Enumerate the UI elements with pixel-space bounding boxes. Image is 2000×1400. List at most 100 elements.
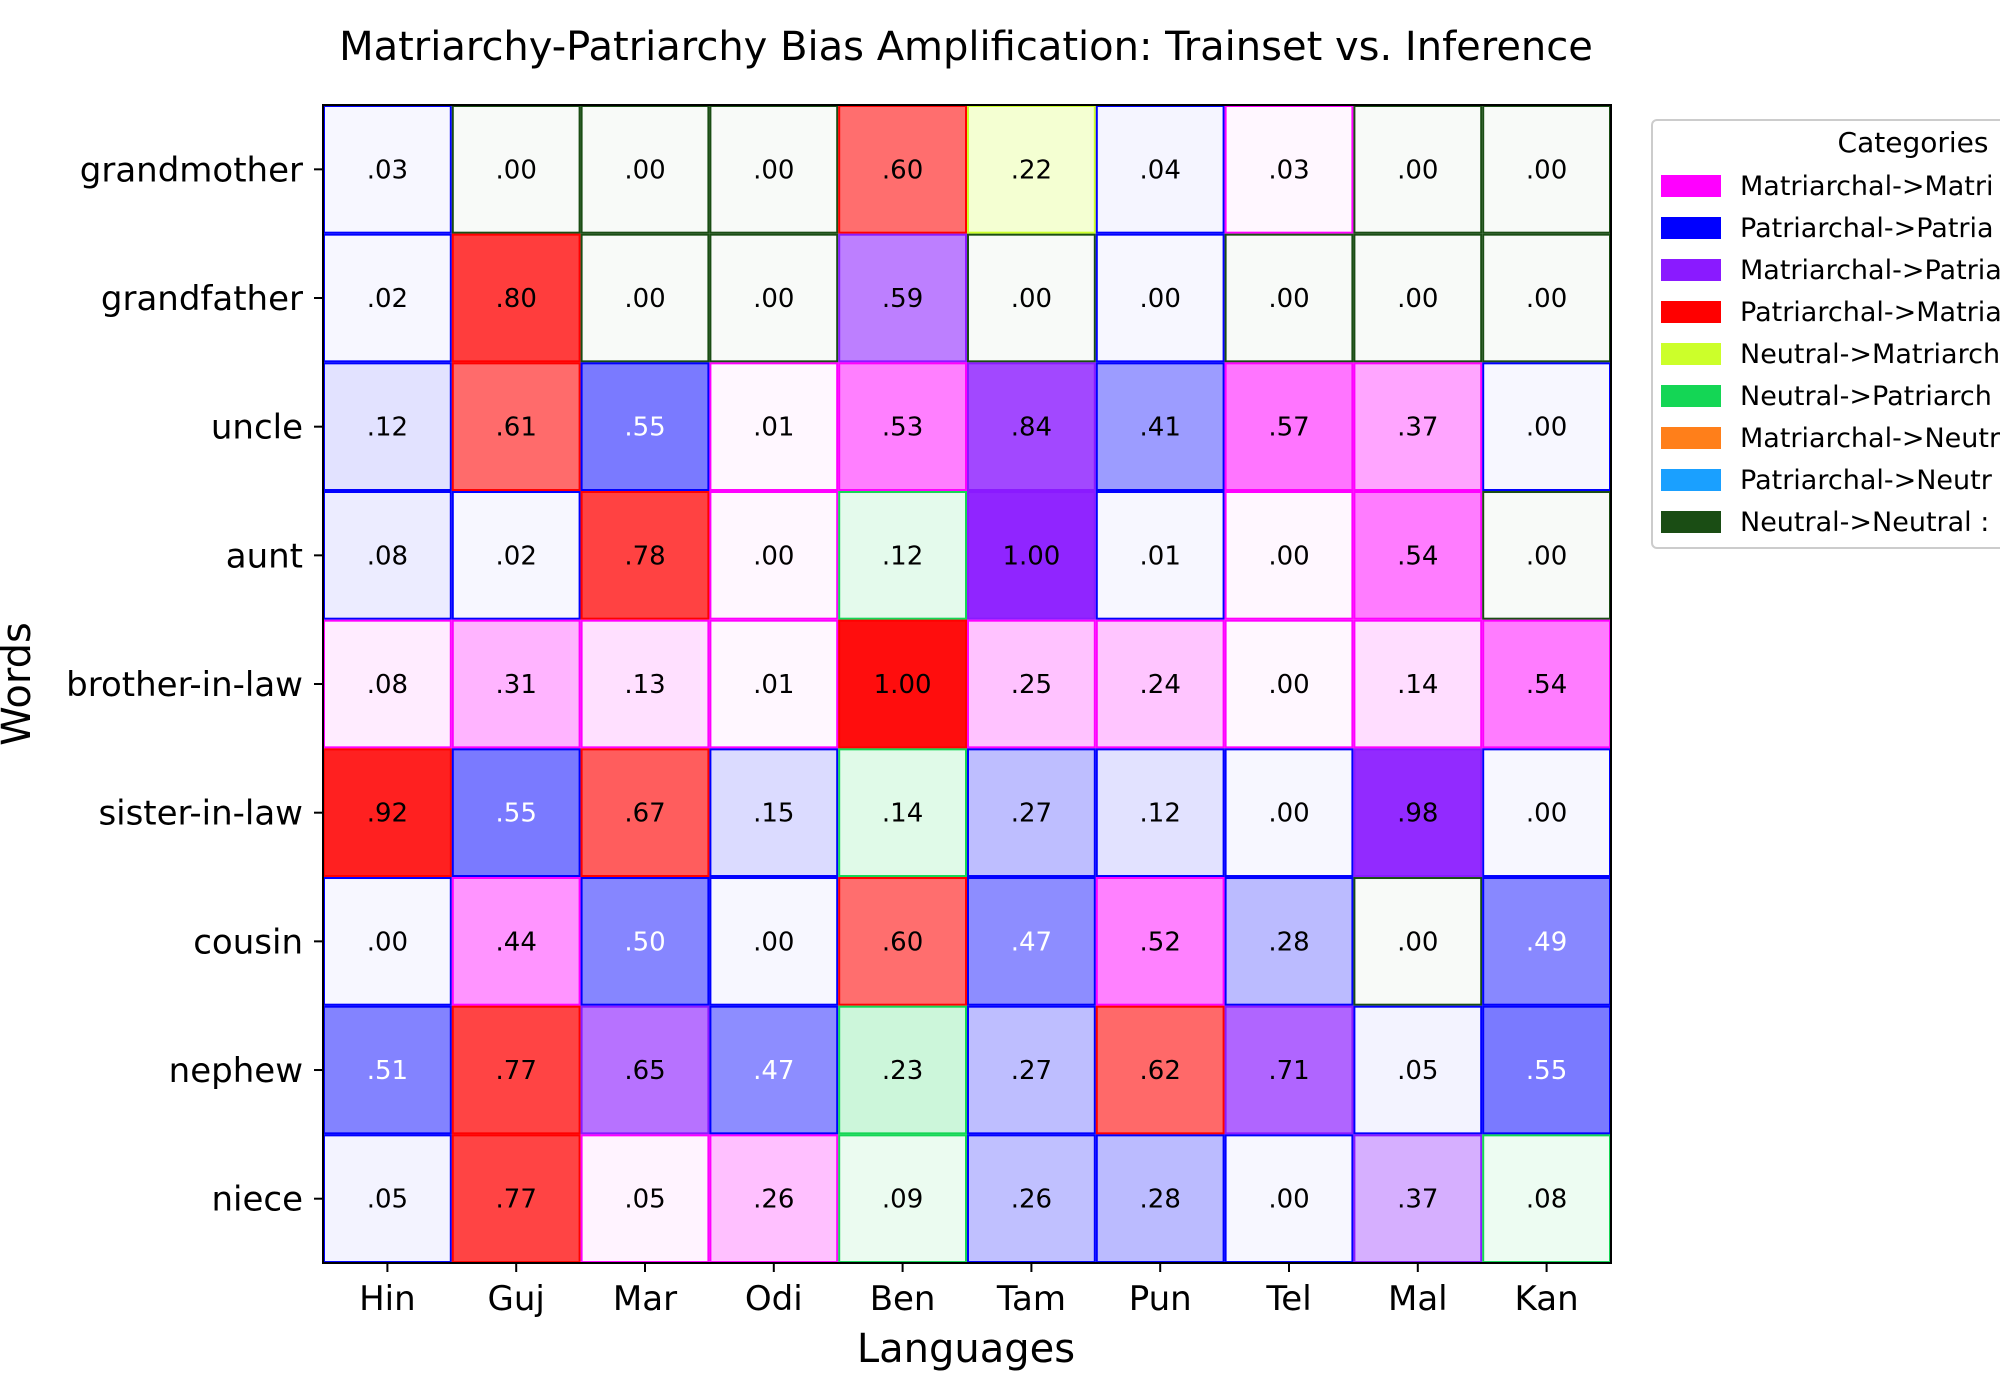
cell-value-label: .04	[1140, 155, 1181, 185]
cell-border	[580, 233, 710, 363]
heatmap-cell	[838, 105, 967, 234]
cell-value-label: .26	[1011, 1185, 1052, 1215]
heatmap-cell	[838, 619, 967, 749]
legend-label: Neutral->Patriarch	[1740, 381, 1992, 412]
heatmap-cell	[1353, 105, 1483, 234]
heatmap-cell	[709, 1134, 839, 1264]
cell-value-label: .59	[882, 284, 923, 314]
cell-value-label: .14	[882, 799, 923, 829]
legend-swatch	[1661, 385, 1721, 407]
legend-label: Neutral->Matriarch	[1740, 339, 2000, 370]
cell-border	[451, 1005, 581, 1135]
cell-value-label: .60	[882, 155, 923, 185]
x-tick-label: Hin	[359, 1279, 416, 1319]
y-tick-label: grandfather	[101, 279, 303, 319]
cell-border	[838, 748, 968, 878]
x-axis-label: Languages	[857, 1326, 1075, 1372]
cell-border	[709, 748, 839, 878]
cell-value-label: .54	[1526, 670, 1567, 700]
cell-border	[451, 233, 581, 363]
cell-border	[451, 491, 581, 620]
cell-border	[709, 619, 839, 749]
cell-value-label: .26	[753, 1185, 794, 1215]
cell-value-label: .00	[1526, 541, 1567, 571]
heatmap-cell	[967, 233, 1096, 363]
cell-border	[1224, 233, 1354, 363]
cell-value-label: .27	[1011, 799, 1052, 829]
cell-border	[967, 491, 1096, 620]
heatmap-cell	[967, 877, 1096, 1006]
heatmap-cell	[1482, 619, 1611, 749]
cell-border	[1095, 748, 1225, 878]
cell-value-label: .47	[753, 1056, 794, 1086]
heatmap-cells: .03 .00 .00 .00 .60 .22 .04 .03 .00 .00 .02 .80 .00.…	[323, 105, 1611, 1264]
cell-value-label: .13	[624, 670, 665, 700]
cell-border	[1224, 491, 1354, 620]
cell-value-label: .98	[1397, 799, 1438, 829]
cell-value-label: .00	[1268, 284, 1309, 314]
cell-value-label: .77	[496, 1056, 537, 1086]
cell-value-label: .03	[1268, 155, 1309, 185]
x-tick-label: Guj	[488, 1279, 545, 1319]
x-tick-label: Kan	[1515, 1279, 1579, 1319]
heatmap-cell	[451, 1005, 581, 1135]
heatmap-cell	[323, 362, 452, 492]
heatmap-cell	[323, 105, 452, 234]
heatmap-cell	[1482, 877, 1611, 1006]
heatmap-cell	[709, 619, 839, 749]
heatmap-cell	[451, 1134, 581, 1264]
heatmap-cell	[1482, 362, 1611, 492]
cell-border	[1095, 877, 1225, 1006]
y-tick-label: niece	[211, 1180, 303, 1220]
cell-value-label: .00	[1268, 799, 1309, 829]
cell-value-label: .00	[1140, 284, 1181, 314]
heatmap-cell	[1095, 877, 1225, 1006]
x-tick-label: Tam	[996, 1279, 1066, 1319]
heatmap-cell	[1482, 1005, 1611, 1135]
cell-value-label: .28	[1140, 1185, 1181, 1215]
heatmap-cell	[580, 748, 710, 878]
cell-value-label: .27	[1011, 1056, 1052, 1086]
heatmap-cell	[323, 1005, 452, 1135]
heatmap-cell	[1224, 619, 1354, 749]
heatmap-cell	[1353, 491, 1483, 620]
heatmap-cell	[1095, 362, 1225, 492]
cell-border	[451, 748, 581, 878]
cell-value-label: .00	[753, 155, 794, 185]
cell-value-label: .24	[1140, 670, 1181, 700]
cell-border	[967, 233, 1096, 363]
cell-value-label: .00	[624, 155, 665, 185]
cell-border	[1095, 362, 1225, 492]
cell-border	[1095, 1005, 1225, 1135]
cell-border	[838, 1005, 968, 1135]
heatmap-cell	[1482, 748, 1611, 878]
cell-value-label: .31	[496, 670, 537, 700]
cell-border	[1353, 362, 1483, 492]
cell-value-label: .55	[1526, 1056, 1567, 1086]
cell-value-label: .55	[624, 413, 665, 443]
heatmap-cell	[1353, 1005, 1483, 1135]
cell-value-label: .00	[1397, 155, 1438, 185]
heatmap-cell	[323, 1134, 452, 1264]
heatmap-cell	[1353, 233, 1483, 363]
heatmap-cell	[323, 877, 452, 1006]
cell-border	[580, 362, 710, 492]
cell-value-label: .41	[1140, 413, 1181, 443]
x-tick-labels: Hin Guj Mar Odi Ben Tam Pun Tel Mal Kan	[359, 1263, 1579, 1319]
heatmap-cell	[1224, 362, 1354, 492]
cell-border	[838, 491, 968, 620]
cell-value-label: .00	[753, 927, 794, 957]
heatmap-cell	[838, 362, 967, 492]
cell-value-label: .22	[1011, 155, 1052, 185]
cell-value-label: .00	[496, 155, 537, 185]
heatmap-cell	[580, 491, 710, 620]
heatmap-cell	[709, 877, 839, 1006]
heatmap-cell	[1224, 877, 1354, 1006]
cell-border	[1353, 491, 1483, 620]
heatmap-cell	[580, 1005, 710, 1135]
cell-border	[967, 362, 1096, 492]
x-tick-label: Ben	[870, 1279, 936, 1319]
cell-value-label: .01	[753, 670, 794, 700]
cell-value-label: .00	[1268, 670, 1309, 700]
cell-value-label: .23	[882, 1056, 923, 1086]
